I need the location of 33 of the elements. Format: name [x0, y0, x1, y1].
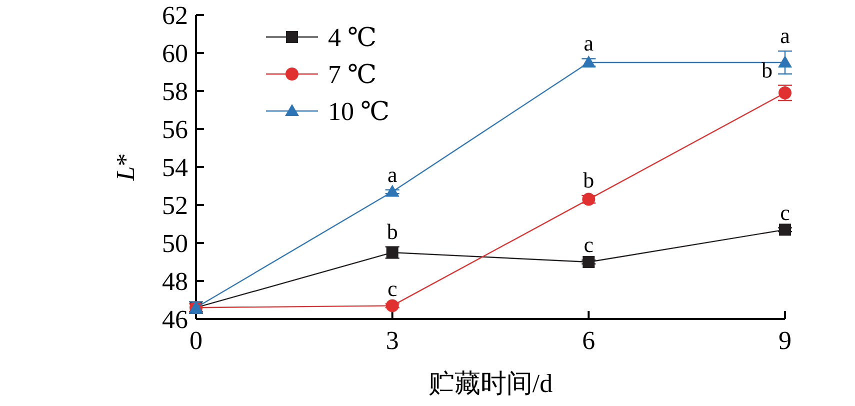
annotation: c — [387, 276, 398, 301]
x-tick-label: 9 — [778, 326, 792, 355]
annotation: c — [780, 200, 790, 225]
y-tick-label: 56 — [162, 115, 188, 144]
y-tick-label: 50 — [162, 229, 188, 258]
annotation: b — [386, 218, 398, 244]
point — [582, 56, 596, 68]
x-tick-label: 3 — [386, 326, 399, 355]
y-tick-label: 48 — [162, 267, 188, 296]
y-tick-label: 58 — [162, 77, 188, 106]
point — [386, 299, 399, 312]
y-tick-label: 46 — [162, 305, 188, 334]
y-tick-label: 54 — [162, 153, 188, 182]
point — [582, 256, 595, 268]
x-axis-title: 贮藏时间/d — [428, 369, 553, 398]
point — [779, 224, 791, 236]
annotation: a — [387, 162, 398, 187]
legend-label: 4 ℃ — [328, 23, 377, 52]
annotation: c — [584, 232, 594, 258]
annotation: b — [762, 57, 772, 82]
x-tick-label: 6 — [582, 326, 596, 355]
y-axis-title: L* — [111, 153, 140, 182]
y-tick-label: 52 — [162, 191, 188, 220]
annotation: b — [583, 168, 594, 192]
annotation: a — [780, 23, 790, 48]
point — [778, 56, 792, 68]
legend-label: 7 ℃ — [328, 60, 377, 90]
x-tick-label: 0 — [190, 326, 202, 355]
y-tick-label: 62 — [162, 1, 188, 30]
point — [385, 184, 400, 197]
annotation: a — [584, 30, 594, 56]
legend-label: 10 ℃ — [328, 97, 390, 126]
y-tick-label: 60 — [162, 39, 188, 68]
